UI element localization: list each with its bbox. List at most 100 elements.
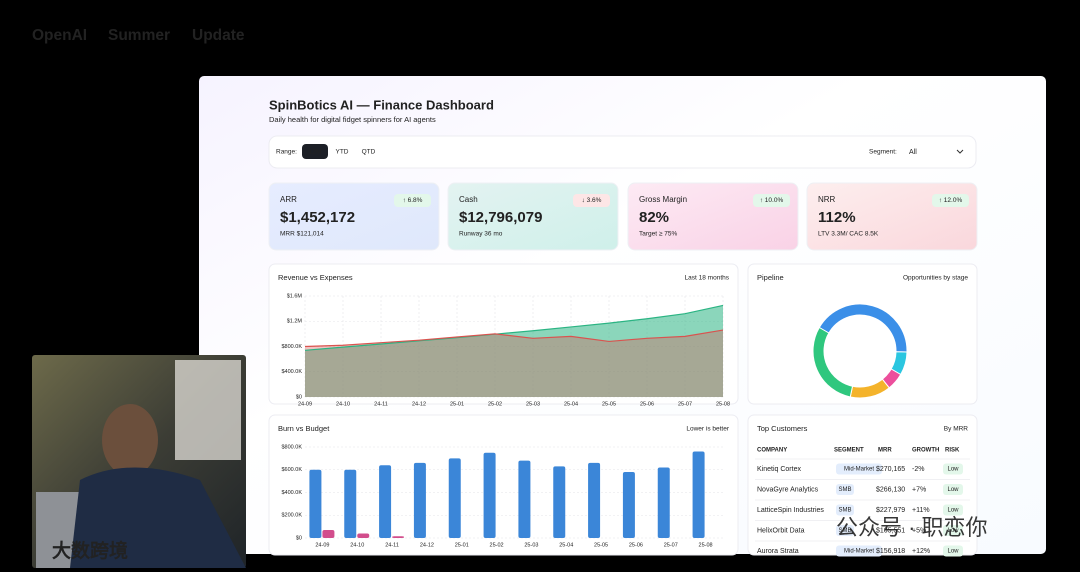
table-title: Top Customers <box>757 424 808 433</box>
series-area <box>305 305 723 397</box>
range-label: Range: <box>276 149 297 156</box>
growth: +11% <box>912 507 930 514</box>
bar <box>413 462 426 538</box>
kpi-badge <box>394 194 431 207</box>
x-tick-label: 25-03 <box>524 542 538 548</box>
card <box>747 263 978 405</box>
company: Kinetiq Cortex <box>757 466 801 473</box>
growth: -2% <box>912 466 924 473</box>
segment-pill <box>836 545 882 557</box>
x-tick-label: 25-04 <box>564 401 578 407</box>
risk: Low <box>947 508 959 514</box>
y-tick-label: $400.0K <box>282 490 303 496</box>
series-area <box>305 330 723 397</box>
watermark: 公众号 · 职恋你 <box>836 515 988 540</box>
y-tick-label: $400.0K <box>282 369 303 375</box>
column-header: COMPANY <box>757 448 787 454</box>
kpi-note: LTV 3.3M/ CAC 8.5K <box>818 231 879 238</box>
kpi-label: ARR <box>280 195 297 204</box>
growth: +7% <box>912 486 926 493</box>
segment-select[interactable] <box>902 143 969 160</box>
kpi-change: ↑ 10.0% <box>760 197 784 204</box>
segment: Mid-Market <box>844 549 874 555</box>
y-tick-label: $0 <box>296 535 302 541</box>
y-tick-label: $600.0K <box>282 467 303 473</box>
growth: +5% <box>912 527 926 534</box>
range-option[interactable]: QTD <box>362 149 376 156</box>
logo-text: 大数跨境 <box>52 539 128 562</box>
segment-label: Segment: <box>869 149 897 156</box>
x-tick-label: 25-01 <box>450 401 464 407</box>
y-tick-label: $800.0K <box>282 344 303 350</box>
x-tick-label: 25-08 <box>716 401 730 407</box>
growth: +12% <box>912 548 930 555</box>
chart-subtitle: Lower is better <box>686 426 729 433</box>
kpi-change: ↑ 6.8% <box>403 197 423 204</box>
x-tick-label: 24-10 <box>350 542 364 548</box>
bar <box>622 472 635 538</box>
bar <box>357 533 370 538</box>
risk-pill <box>943 504 963 516</box>
bar <box>392 536 405 538</box>
series-line <box>304 329 724 348</box>
segment-value[interactable]: All <box>909 149 917 156</box>
x-tick-label: 25-05 <box>594 542 608 548</box>
company: NovaGyre Analytics <box>757 486 819 493</box>
company: Aurora Strata <box>757 548 799 555</box>
kpi-value: 82% <box>639 209 669 226</box>
range-option[interactable]: YTD <box>336 149 349 156</box>
x-tick-label: 25-07 <box>678 401 692 407</box>
x-tick-label: 25-02 <box>488 401 502 407</box>
segment-pill <box>836 484 854 495</box>
column-header: MRR <box>878 448 892 454</box>
segment: Mid-Market <box>844 467 874 473</box>
header-word: OpenAI <box>32 27 87 44</box>
bar <box>309 469 322 538</box>
risk: Low <box>947 487 959 493</box>
bar <box>344 469 357 538</box>
bar <box>483 452 496 538</box>
y-tick-label: $0 <box>296 394 302 400</box>
chart-subtitle: Last 18 months <box>685 275 730 282</box>
segment: SMB <box>838 528 851 534</box>
range-button[interactable] <box>302 144 328 159</box>
x-tick-label: 25-04 <box>559 542 573 548</box>
range-option[interactable]: 12M <box>309 149 322 156</box>
mrr: $227,979 <box>876 507 905 514</box>
bar <box>657 467 670 538</box>
x-tick-label: 25-08 <box>699 542 713 548</box>
x-tick-label: 25-06 <box>629 542 643 548</box>
kpi-label: Gross Margin <box>639 195 687 204</box>
kpi-label: Cash <box>459 195 478 204</box>
x-tick-label: 25-05 <box>602 401 616 407</box>
bar <box>518 460 531 538</box>
dashboard-title: SpinBotics AI — Finance Dashboard <box>269 97 494 112</box>
video-person-body <box>70 467 246 568</box>
kpi-value: 112% <box>818 209 856 226</box>
x-tick-label: 24-09 <box>315 542 329 548</box>
bar <box>553 466 566 538</box>
segment: SMB <box>838 487 851 493</box>
bar <box>448 458 461 538</box>
chart-subtitle: Opportunities by stage <box>903 275 968 282</box>
kpi-badge <box>753 194 790 207</box>
chart-title: Pipeline <box>757 273 784 282</box>
header-word: Summer <box>108 27 170 44</box>
risk: Low <box>947 528 959 534</box>
mrr: $270,165 <box>876 466 905 473</box>
chart-title: Burn vs Budget <box>278 424 330 433</box>
risk-pill <box>943 545 963 557</box>
video-person <box>102 404 158 476</box>
kpi-note: Target ≥ 75% <box>639 231 677 238</box>
video-screen <box>175 360 241 460</box>
risk: Low <box>947 467 959 473</box>
x-tick-label: 25-02 <box>490 542 504 548</box>
company: HelixOrbit Data <box>757 527 805 534</box>
kpi-label: NRR <box>818 195 836 204</box>
x-tick-label: 24-10 <box>336 401 350 407</box>
x-tick-label: 24-11 <box>374 401 388 407</box>
column-header: SEGMENT <box>834 448 864 454</box>
company: LatticeSpin Industries <box>757 507 824 514</box>
mrr: $156,918 <box>876 548 905 555</box>
